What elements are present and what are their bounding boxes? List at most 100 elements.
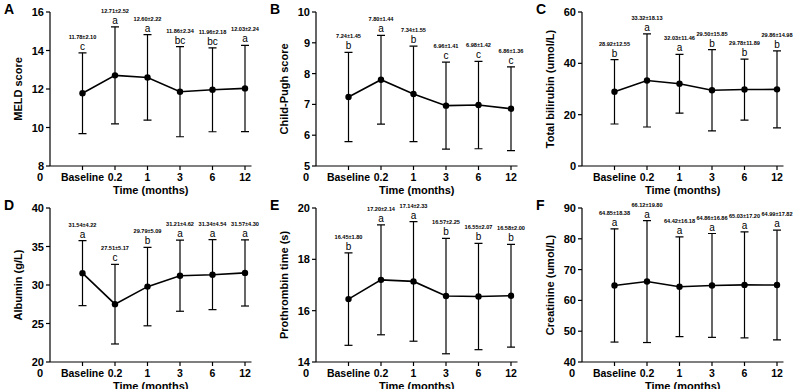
error-cap bbox=[643, 220, 651, 221]
significance-letter: a bbox=[411, 210, 417, 221]
error-cap bbox=[377, 35, 385, 36]
x-origin-label: 0 bbox=[303, 367, 309, 379]
significance-letter: a bbox=[378, 23, 384, 34]
y-tick bbox=[578, 331, 582, 332]
x-tick-label: 1 bbox=[411, 171, 417, 183]
line bbox=[83, 273, 246, 304]
error-bar bbox=[643, 221, 651, 343]
marker bbox=[644, 77, 650, 83]
error-cap bbox=[708, 337, 716, 338]
error-bar bbox=[111, 264, 119, 344]
data-label: 31.34±4.54 bbox=[199, 221, 228, 227]
y-axis-title: Albumin (g/L) bbox=[12, 249, 24, 320]
error-cap bbox=[241, 45, 249, 46]
y-tick-label: 6 bbox=[304, 129, 310, 141]
x-tick-label: Baseline bbox=[61, 171, 104, 183]
significance-letter: c bbox=[113, 252, 118, 263]
data-group bbox=[611, 221, 782, 343]
error-cap bbox=[410, 141, 418, 142]
error-cap bbox=[475, 148, 483, 149]
x-tick-label: 1 bbox=[677, 171, 683, 183]
x-origin-label: 0 bbox=[303, 171, 309, 183]
data-label: 33.32±18.13 bbox=[631, 15, 662, 21]
data-label: 7.80±1.44 bbox=[369, 16, 395, 22]
error-cap bbox=[741, 58, 749, 59]
data-label: 12.03±2.24 bbox=[231, 26, 260, 32]
error-cap bbox=[176, 46, 184, 47]
x-tick-label: 3 bbox=[709, 171, 715, 183]
x-tick bbox=[614, 362, 615, 366]
y-axis bbox=[581, 208, 582, 362]
x-tick bbox=[744, 362, 745, 366]
x-tick bbox=[445, 362, 446, 366]
error-bar bbox=[176, 240, 184, 311]
x-tick-label: 12 bbox=[505, 367, 517, 379]
x-tick bbox=[711, 166, 712, 170]
y-tick bbox=[578, 11, 582, 12]
significance-letter: b bbox=[346, 241, 352, 252]
x-tick bbox=[510, 362, 511, 366]
significance-letter: b bbox=[346, 40, 352, 51]
data-label: 66.12±19.80 bbox=[631, 202, 662, 208]
error-cap bbox=[773, 50, 781, 51]
significance-letter: b bbox=[476, 231, 482, 242]
panel: B5678910Child-Pugh scoreBaseline0.213612… bbox=[270, 1, 523, 196]
marker bbox=[443, 293, 449, 299]
x-tick bbox=[179, 362, 180, 366]
x-tick-label: 6 bbox=[476, 171, 482, 183]
error-cap bbox=[643, 33, 651, 34]
marker bbox=[177, 88, 183, 94]
y-axis bbox=[581, 12, 582, 166]
y-tick bbox=[578, 238, 582, 239]
x-tick-label: Baseline bbox=[593, 171, 636, 183]
x-origin-label: 0 bbox=[569, 367, 575, 379]
error-bar bbox=[209, 240, 217, 310]
error-bar bbox=[209, 48, 217, 132]
data-label: 32.03±11.46 bbox=[664, 35, 695, 41]
error-bar bbox=[442, 62, 450, 149]
marker bbox=[676, 81, 682, 87]
error-cap bbox=[209, 309, 217, 310]
error-cap bbox=[611, 228, 619, 229]
x-tick-label: 3 bbox=[443, 171, 449, 183]
x-tick bbox=[744, 166, 745, 170]
significance-letter: b bbox=[774, 39, 780, 50]
x-tick bbox=[82, 166, 83, 170]
significance-letter: a bbox=[774, 218, 780, 229]
x-tick bbox=[380, 166, 381, 170]
error-bar bbox=[708, 50, 716, 131]
error-cap bbox=[611, 341, 619, 342]
data-group bbox=[611, 34, 782, 131]
significance-letter: c bbox=[509, 55, 514, 66]
significance-letter: c bbox=[80, 41, 85, 52]
data-label: 11.86±2.34 bbox=[166, 28, 195, 34]
error-bar bbox=[377, 35, 385, 124]
significance-letter: a bbox=[80, 229, 86, 240]
x-axis bbox=[582, 165, 784, 166]
data-label: 64.42±16.18 bbox=[664, 218, 695, 224]
marker bbox=[676, 284, 682, 290]
error-cap bbox=[111, 264, 119, 265]
y-tick-label: 8 bbox=[304, 68, 310, 80]
error-cap bbox=[410, 46, 418, 47]
marker bbox=[709, 282, 715, 288]
error-cap bbox=[676, 236, 684, 237]
x-axis-title: Time (months) bbox=[645, 380, 721, 389]
data-label: 12.71±2.52 bbox=[101, 8, 129, 14]
y-tick bbox=[46, 11, 50, 12]
error-bar bbox=[475, 243, 483, 349]
y-tick-label: 12 bbox=[32, 83, 44, 95]
error-cap bbox=[241, 239, 249, 240]
marker bbox=[209, 271, 215, 277]
marker bbox=[79, 270, 85, 276]
error-bar bbox=[377, 225, 385, 335]
y-tick-label: 70 bbox=[564, 264, 576, 276]
y-tick bbox=[578, 63, 582, 64]
significance-letter: a bbox=[709, 222, 715, 233]
error-cap bbox=[209, 131, 217, 132]
error-cap bbox=[676, 113, 684, 114]
error-bar bbox=[643, 34, 651, 127]
marker bbox=[475, 102, 481, 108]
error-cap bbox=[79, 305, 87, 306]
y-tick bbox=[312, 361, 316, 362]
